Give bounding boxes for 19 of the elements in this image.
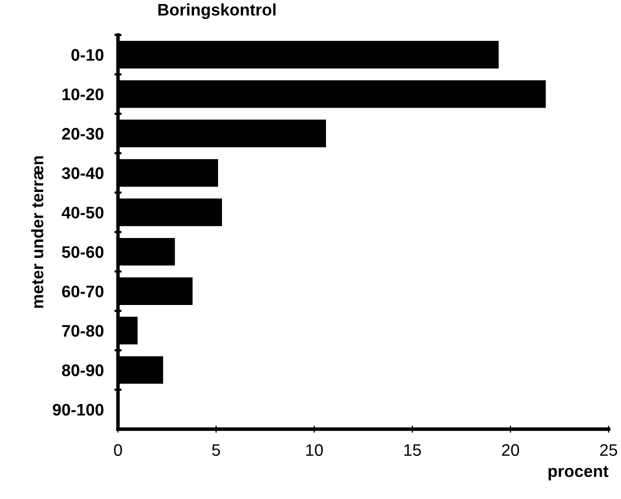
y-tick-label: 70-80 — [62, 324, 104, 337]
y-tick-label: 10-20 — [62, 88, 104, 100]
x-axis-title: procent — [548, 466, 608, 480]
chart-title: Boringskontrol — [158, 3, 276, 20]
x-tick-label: 15 — [404, 444, 421, 456]
x-tick-label: 10 — [306, 444, 323, 456]
x-tick-label: 0 — [114, 444, 122, 456]
x-tick-label: 25 — [600, 444, 618, 456]
y-axis-title: meter under terræn — [31, 156, 44, 308]
y-tick-label: 40-50 — [62, 206, 104, 219]
y-tick-label: 60-70 — [62, 286, 104, 298]
y-tick-label: 80-90 — [62, 364, 104, 376]
x-tick-label: 20 — [502, 444, 520, 456]
y-tick-label: 50-60 — [62, 246, 104, 258]
y-tick-label: 0-10 — [71, 49, 104, 61]
y-tick-label: 90-100 — [52, 404, 104, 416]
y-tick-label: 30-40 — [62, 167, 104, 180]
x-tick-label: 5 — [212, 444, 220, 456]
y-tick-label: 20-30 — [62, 128, 104, 140]
